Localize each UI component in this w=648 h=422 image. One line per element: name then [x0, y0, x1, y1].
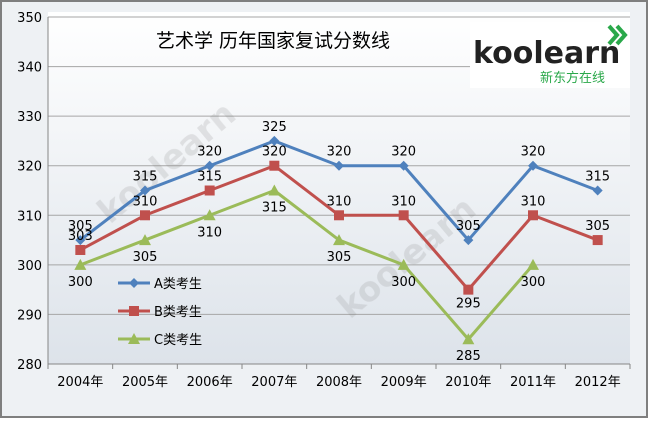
series-a [75, 135, 603, 246]
data-label: 310 [521, 194, 546, 209]
data-label: 310 [327, 194, 352, 209]
data-point [75, 244, 86, 255]
series-line [79, 189, 535, 341]
data-point [333, 234, 345, 246]
data-label: 285 [456, 349, 481, 364]
x-tick-label: 2009年 [381, 375, 427, 390]
data-point [204, 160, 215, 171]
data-label: 320 [391, 145, 416, 160]
y-tick-label: 340 [17, 61, 42, 76]
data-label: 315 [133, 170, 158, 185]
y-tick-label: 290 [17, 308, 42, 323]
data-point [268, 184, 281, 196]
y-tick-label: 280 [17, 358, 42, 373]
y-axis: 280 290 300 310 320 330 340 350 [17, 11, 49, 373]
data-label: 320 [521, 145, 546, 160]
x-tick-label: 2005年 [122, 375, 168, 390]
data-label: 320 [197, 145, 222, 160]
x-tick-label: 2006年 [187, 375, 233, 390]
x-tick-label: 2010年 [445, 375, 491, 390]
data-label: 310 [133, 194, 158, 209]
data-point [463, 284, 474, 295]
data-label: 303 [68, 229, 93, 244]
data-point [74, 258, 87, 270]
data-point [462, 333, 475, 345]
legend-item: C类考生 [118, 333, 202, 348]
x-tick-label: 2012年 [575, 375, 621, 390]
chart-title: 艺术学 历年国家复试分数线 [156, 30, 390, 52]
series-c [74, 184, 539, 345]
x-tick-label: 2008年 [316, 375, 362, 390]
data-point [528, 210, 538, 221]
data-label: 295 [456, 297, 481, 312]
data-point [140, 210, 150, 221]
data-point [269, 135, 280, 146]
y-tick-label: 350 [17, 11, 42, 26]
y-tick-label: 310 [17, 209, 42, 224]
x-tick-label: 2011年 [510, 375, 556, 390]
data-point [397, 258, 410, 270]
data-label: 315 [197, 170, 222, 185]
legend-marker [129, 306, 139, 316]
data-point [592, 235, 603, 246]
series-layer [74, 135, 603, 345]
x-axis: 2004年 2005年 2006年 2007年 2008年 2009年 2010年 2011年… [47, 363, 631, 390]
legend-marker [129, 278, 139, 288]
legend-label: C类考生 [154, 333, 202, 348]
data-label: 300 [391, 275, 416, 290]
data-point [140, 185, 150, 196]
data-point [203, 209, 216, 221]
data-label: 300 [68, 275, 93, 290]
data-point [75, 235, 86, 246]
data-point [527, 258, 539, 270]
data-point [334, 160, 344, 171]
legend-marker [128, 333, 140, 344]
data-point [463, 235, 474, 246]
data-point [204, 185, 215, 196]
data-label: 305 [68, 219, 93, 234]
x-tick-label: 2004年 [57, 375, 103, 390]
data-label: 320 [327, 145, 352, 160]
data-label: 320 [262, 145, 287, 160]
legend-label: A类考生 [154, 277, 202, 292]
data-label: 305 [585, 219, 610, 234]
brand-logo-subtitle: 新东方在线 [540, 70, 605, 86]
legend-label: B类考生 [154, 305, 202, 320]
legend: A类考生 B类考生 C类考生 [118, 277, 202, 348]
data-label: 310 [197, 225, 222, 240]
data-point [269, 160, 280, 171]
data-labels: 305 315 320 325 320 320 305 320 315 303 310 315 320 3… [68, 120, 610, 364]
data-label: 305 [327, 250, 352, 265]
data-point [139, 234, 151, 246]
series-b [75, 160, 603, 295]
legend-item: B类考生 [118, 305, 202, 320]
x-tick-label: 2007年 [251, 375, 297, 390]
data-label: 305 [456, 219, 481, 234]
y-tick-label: 320 [17, 160, 42, 175]
y-tick-label: 330 [17, 110, 42, 125]
brand-logo: koolearn 新东方在线 [470, 22, 630, 88]
chevron-right-icon [615, 24, 628, 46]
chevron-right-icon [607, 24, 620, 46]
data-point [398, 160, 409, 171]
y-tick-label: 300 [17, 259, 42, 274]
data-label: 310 [391, 194, 416, 209]
data-point [528, 160, 538, 171]
data-label: 300 [521, 275, 546, 290]
data-label: 305 [133, 250, 158, 265]
data-point [592, 185, 603, 196]
data-point [334, 210, 344, 221]
data-label: 315 [262, 201, 287, 216]
brand-logo-text: koolearn [473, 36, 620, 71]
data-label: 315 [585, 170, 610, 185]
data-label: 325 [262, 120, 287, 135]
legend-item: A类考生 [118, 277, 202, 292]
data-point [398, 210, 409, 221]
